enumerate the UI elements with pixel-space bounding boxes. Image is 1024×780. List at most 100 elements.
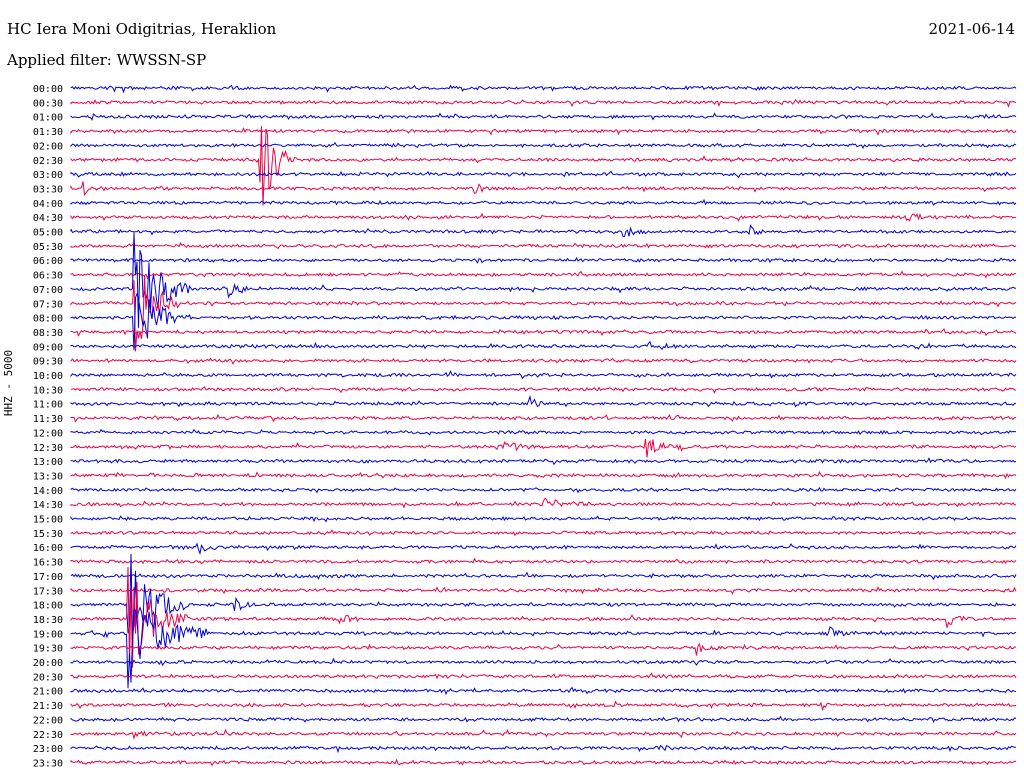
trace-0930 [70,357,1017,365]
trace-1130 [70,413,1016,423]
trace-0100 [70,112,1017,122]
trace-1830 [70,566,1017,668]
trace-1300 [70,457,1017,466]
row-label-1800: 18:00 [33,601,63,612]
trace-2300 [70,744,1017,754]
trace-0230 [70,126,1017,206]
row-label-0500: 05:00 [33,228,63,239]
row-label-0030: 00:30 [33,98,63,109]
trace-0430 [70,212,1017,222]
row-label-0830: 08:30 [33,328,63,339]
row-label-2300: 23:00 [33,744,63,755]
channel-label: HHZ - 5000 [2,349,15,417]
row-label-1000: 10:00 [33,371,63,382]
trace-1230 [70,438,1017,458]
row-label-0000: 00:00 [33,84,63,95]
trace-2100 [70,686,1017,696]
row-label-1030: 10:30 [33,385,63,396]
trace-1030 [70,386,1017,394]
trace-0200 [70,141,1017,149]
row-label-1300: 13:00 [33,457,63,468]
trace-2000 [70,657,1017,667]
trace-2330 [70,758,1017,767]
row-label-1400: 14:00 [33,486,63,497]
trace-1700 [70,571,1017,581]
row-label-1230: 12:30 [33,443,63,454]
row-label-1330: 13:30 [33,471,63,482]
trace-1430 [70,497,1016,509]
row-label-0900: 09:00 [33,342,63,353]
trace-2200 [70,715,1017,723]
row-label-0300: 03:00 [33,170,63,181]
trace-1730 [70,586,1017,596]
trace-2030 [70,672,1017,680]
trace-2230 [70,728,1017,741]
trace-1600 [70,542,1017,556]
trace-1800 [70,553,1017,636]
trace-1330 [70,471,1017,480]
row-label-1500: 15:00 [33,515,63,526]
row-label-1130: 11:30 [33,414,63,425]
row-label-0930: 09:30 [33,357,63,368]
trace-0300 [70,170,1017,179]
trace-2130 [70,700,1017,712]
trace-1900 [70,609,1017,689]
row-label-0530: 05:30 [33,242,63,253]
row-label-0700: 07:00 [33,285,63,296]
row-label-1630: 16:30 [33,558,63,569]
trace-0830 [70,328,1017,337]
trace-1630 [70,557,1017,565]
row-label-0730: 07:30 [33,299,63,310]
row-label-0430: 04:30 [33,213,63,224]
row-label-0200: 02:00 [33,141,63,152]
row-label-0230: 02:30 [33,156,63,167]
row-label-2030: 20:30 [33,672,63,683]
trace-0130 [70,127,1017,136]
row-label-2000: 20:00 [33,658,63,669]
row-label-0600: 06:00 [33,256,63,267]
trace-0530 [70,241,1017,250]
filter-label: Applied filter: WWSSN-SP [7,51,207,69]
trace-0630 [70,270,1017,280]
trace-1930 [70,642,1017,656]
row-label-1900: 19:00 [33,629,63,640]
record-date: 2021-06-14 [928,20,1015,38]
row-label-1730: 17:30 [33,586,63,597]
row-label-1700: 17:00 [33,572,63,583]
trace-0330 [70,181,1017,196]
trace-0600 [70,257,1017,264]
row-label-1100: 11:00 [33,400,63,411]
trace-0730 [70,275,1017,352]
row-label-1530: 15:30 [33,529,63,540]
row-label-1430: 14:30 [33,500,63,511]
row-label-2330: 23:30 [33,758,63,769]
trace-0900 [70,340,1017,351]
row-label-2130: 21:30 [33,701,63,712]
row-label-0100: 01:00 [33,113,63,124]
trace-1100 [70,394,1017,408]
trace-0800 [70,292,1017,351]
row-label-0330: 03:30 [33,184,63,195]
row-label-2200: 22:00 [33,715,63,726]
trace-0500 [70,224,1017,238]
row-label-0800: 08:00 [33,314,63,325]
trace-0030 [70,99,1017,108]
row-label-0400: 04:00 [33,199,63,210]
trace-1500 [70,515,1017,523]
trace-1200 [70,428,1017,436]
trace-0700 [70,232,1017,328]
station-title: HC Iera Moni Odigitrias, Heraklion [7,20,277,38]
trace-0400 [70,198,1017,206]
trace-1530 [70,529,1017,537]
row-label-1200: 12:00 [33,428,63,439]
row-label-1600: 16:00 [33,543,63,554]
row-label-1830: 18:30 [33,615,63,626]
row-label-0130: 01:30 [33,127,63,138]
row-label-2100: 21:00 [33,687,63,698]
row-label-2230: 22:30 [33,730,63,741]
trace-1400 [70,486,1017,494]
row-label-1930: 19:30 [33,644,63,655]
trace-1000 [70,370,1017,380]
trace-0000 [70,84,1017,94]
